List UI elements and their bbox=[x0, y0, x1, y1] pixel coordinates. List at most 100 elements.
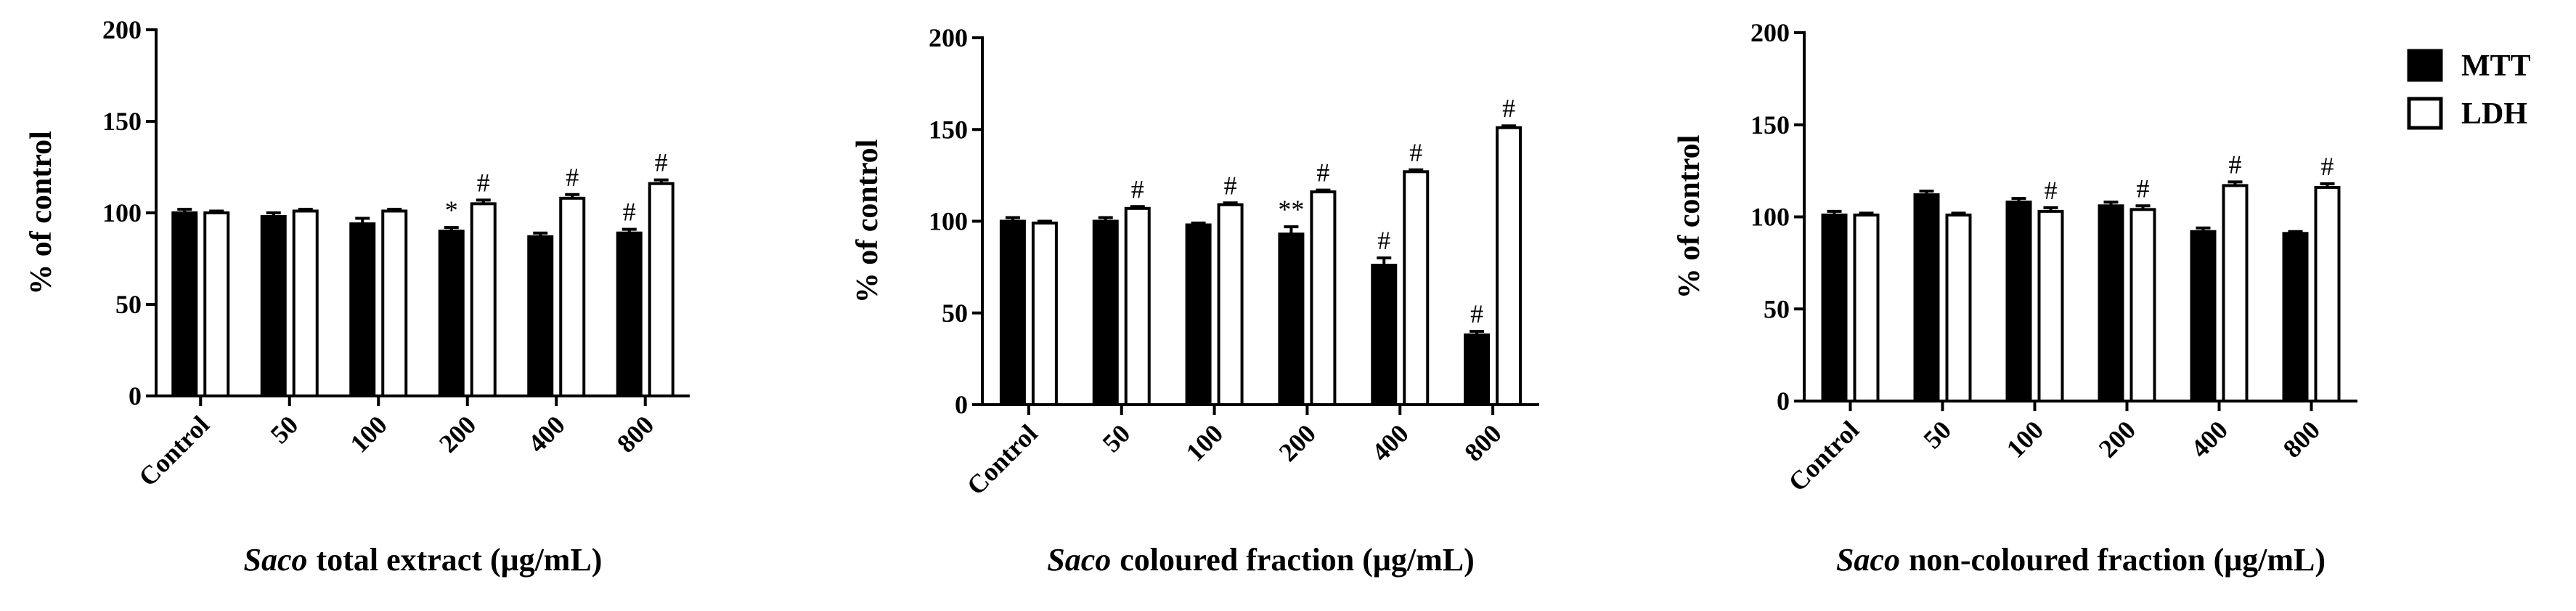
x-tick-label: 100 bbox=[1181, 418, 1228, 466]
y-tick-label: 0 bbox=[1777, 387, 1790, 416]
y-tick-label: 0 bbox=[129, 381, 142, 410]
y-tick-label: 100 bbox=[102, 198, 142, 227]
significance-label: # bbox=[566, 163, 579, 192]
legend-swatch bbox=[2407, 49, 2443, 82]
bar bbox=[1496, 126, 1523, 406]
error-bar bbox=[1951, 211, 1966, 215]
y-tick-label: 50 bbox=[1764, 294, 1790, 323]
error-bar bbox=[298, 207, 313, 211]
error-bar bbox=[1827, 209, 1842, 215]
error-bar bbox=[1223, 201, 1238, 205]
error-bar bbox=[2011, 197, 2026, 203]
bar bbox=[1278, 232, 1305, 406]
bar bbox=[1371, 264, 1398, 406]
x-tick-label: 800 bbox=[2278, 415, 2326, 463]
x-axis-label-italic: Saco bbox=[244, 542, 308, 578]
x-axis-label: Saco total extract (μg/mL) bbox=[244, 542, 603, 578]
legend-label: LDH bbox=[2461, 97, 2527, 131]
bar bbox=[1031, 222, 1058, 406]
x-tick-label: 50 bbox=[1917, 415, 1957, 454]
bar bbox=[1185, 223, 1212, 406]
significance-label: # bbox=[2045, 176, 2058, 205]
significance-label: # bbox=[1131, 174, 1144, 203]
x-tick-label: 100 bbox=[2001, 415, 2049, 463]
x-tick-label: Control bbox=[1782, 415, 1864, 497]
bar bbox=[438, 230, 465, 398]
bar bbox=[470, 202, 497, 397]
error-bar bbox=[653, 178, 669, 184]
y-tick-label: 50 bbox=[115, 290, 142, 319]
y-tick-label: 100 bbox=[1750, 203, 1790, 232]
x-axis-label: Saco non-coloured fraction (μg/mL) bbox=[1836, 542, 2326, 578]
significance-label: # bbox=[1377, 226, 1390, 255]
bar bbox=[1403, 170, 1430, 406]
bar bbox=[2005, 201, 2032, 402]
bar bbox=[1945, 213, 1972, 402]
bar bbox=[349, 222, 376, 397]
error-bar bbox=[565, 193, 580, 198]
error-bar bbox=[1501, 124, 1517, 128]
error-bar bbox=[209, 209, 224, 213]
error-bar bbox=[1284, 225, 1299, 235]
x-axis-label-italic: Saco bbox=[1836, 542, 1900, 578]
error-bar bbox=[2288, 230, 2303, 234]
error-bar bbox=[2320, 182, 2335, 187]
x-tick-label: Control bbox=[133, 410, 215, 492]
x-tick-label: 800 bbox=[1459, 418, 1507, 466]
y-tick-label: 150 bbox=[929, 115, 968, 144]
y-tick-label: 200 bbox=[102, 15, 142, 44]
significance-label: # bbox=[2229, 150, 2242, 179]
significance-label: # bbox=[2137, 174, 2150, 203]
error-bar bbox=[1316, 188, 1331, 193]
significance-label: ** bbox=[1278, 195, 1304, 224]
error-bar bbox=[1859, 211, 1874, 215]
bar bbox=[1464, 333, 1491, 406]
bar bbox=[2222, 184, 2249, 402]
x-tick-label: 800 bbox=[611, 410, 659, 458]
significance-label: # bbox=[655, 148, 668, 177]
legend-label: MTT bbox=[2461, 49, 2531, 83]
bar bbox=[1092, 219, 1119, 406]
bar bbox=[648, 182, 674, 397]
bar bbox=[2314, 185, 2341, 402]
error-bar bbox=[177, 207, 192, 213]
bar bbox=[203, 211, 230, 397]
y-tick-label: 50 bbox=[942, 299, 968, 328]
error-bar bbox=[621, 227, 637, 233]
x-tick-label: 400 bbox=[1366, 418, 1414, 466]
bar bbox=[292, 209, 319, 398]
y-tick-label: 100 bbox=[929, 207, 968, 236]
error-bar bbox=[2196, 226, 2211, 232]
x-tick-label: 200 bbox=[433, 410, 481, 458]
error-bar bbox=[266, 211, 281, 217]
y-tick-label: 0 bbox=[955, 390, 968, 419]
significance-label: * bbox=[445, 195, 458, 224]
error-bar bbox=[1919, 190, 1934, 195]
bar bbox=[2190, 230, 2217, 402]
bar bbox=[1310, 190, 1337, 406]
y-axis-label: % of control bbox=[1673, 135, 1706, 299]
bar bbox=[1853, 213, 1880, 402]
bar bbox=[1124, 206, 1151, 406]
error-bar bbox=[533, 231, 548, 237]
y-tick-label: 200 bbox=[1750, 18, 1790, 47]
x-tick-label: 400 bbox=[2185, 415, 2233, 463]
error-bar bbox=[1377, 256, 1392, 266]
error-bar bbox=[1191, 222, 1206, 225]
error-bar bbox=[1130, 205, 1145, 209]
x-tick-label: 100 bbox=[344, 410, 392, 458]
significance-label: # bbox=[1409, 138, 1422, 167]
legend-swatch bbox=[2407, 97, 2443, 130]
error-bar bbox=[2227, 180, 2243, 186]
significance-label: # bbox=[1502, 94, 1515, 123]
bar bbox=[171, 211, 198, 397]
x-tick-label: 50 bbox=[265, 410, 304, 449]
significance-label: # bbox=[623, 198, 636, 227]
x-axis-label-text: non-coloured fraction (μg/mL) bbox=[1909, 542, 2326, 578]
error-bar bbox=[1409, 168, 1424, 172]
y-axis-label: % of control bbox=[851, 139, 884, 304]
y-tick-label: 200 bbox=[929, 23, 968, 52]
bar bbox=[2282, 232, 2309, 402]
error-bar bbox=[355, 217, 370, 224]
